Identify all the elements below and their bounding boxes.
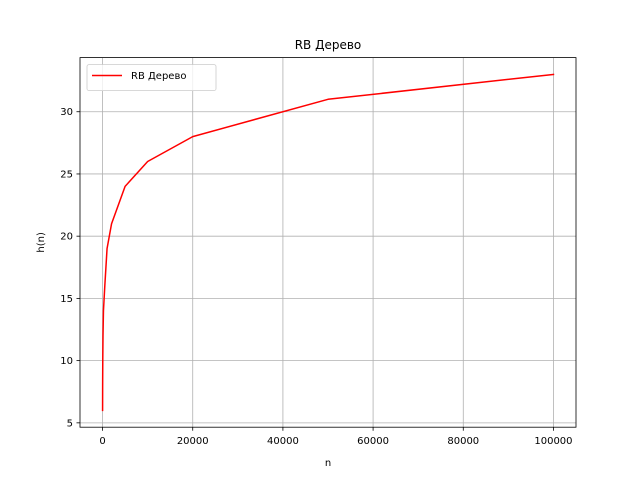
chart-title: RB Дерево [295,38,362,52]
y-tick-label: 30 [60,107,73,118]
y-tick-label: 15 [60,294,73,305]
legend-label: RB Дерево [131,71,186,82]
x-tick-label: 100000 [534,436,572,447]
x-tick-label: 80000 [447,436,479,447]
y-axis-label: h(n) [36,232,47,253]
series-layer [101,73,555,412]
x-tick-label: 40000 [267,436,299,447]
y-tick-label: 20 [60,232,73,243]
x-tick-label: 20000 [177,436,209,447]
x-tick-label: 0 [99,436,105,447]
y-tick-label: 25 [60,169,73,180]
axis-ticks: 0 20000 40000 60000 80000 100000 5 10 15 20 25 30 [60,107,572,447]
y-tick-label: 5 [67,418,73,429]
legend-box [86,64,217,91]
x-axis-label: n [325,458,331,469]
grid [80,57,576,428]
series-line [101,73,555,412]
legend: RB Дерево [86,64,217,91]
plot-frame [79,57,577,428]
x-tick-label: 60000 [357,436,389,447]
y-tick-label: 10 [60,356,73,367]
